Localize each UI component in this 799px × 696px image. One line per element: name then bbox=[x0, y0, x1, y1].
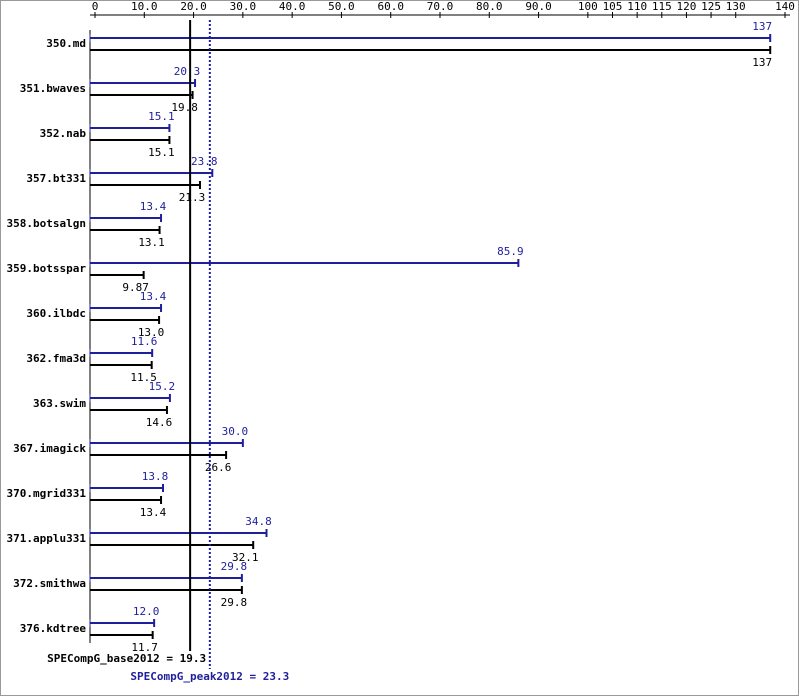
value-label: 32.1 bbox=[232, 551, 259, 564]
value-label: 137 bbox=[752, 20, 772, 33]
value-label: 23.8 bbox=[191, 155, 218, 168]
value-label: 20.3 bbox=[174, 65, 201, 78]
value-label: 13.1 bbox=[138, 236, 165, 249]
value-label: 9.87 bbox=[122, 281, 149, 294]
category-label: 370.mgrid331 bbox=[7, 487, 87, 500]
value-label: 15.2 bbox=[149, 380, 176, 393]
x-tick-label: 0 bbox=[92, 0, 99, 13]
category-label: 350.md bbox=[46, 37, 86, 50]
bar bbox=[90, 532, 267, 534]
x-tick-label: 100 bbox=[578, 0, 598, 13]
x-tick-label: 130 bbox=[726, 0, 746, 13]
value-label: 11.6 bbox=[131, 335, 158, 348]
bar bbox=[90, 352, 153, 354]
x-tick-label: 30.0 bbox=[230, 0, 257, 13]
reference-label: SPECompG_peak2012 = 23.3 bbox=[130, 670, 289, 683]
x-tick-label: 50.0 bbox=[328, 0, 355, 13]
bar bbox=[90, 229, 160, 231]
x-tick-label: 140 bbox=[775, 0, 795, 13]
bar bbox=[90, 217, 162, 219]
x-tick-label: 105 bbox=[603, 0, 623, 13]
category-label: 352.nab bbox=[40, 127, 87, 140]
bar bbox=[90, 307, 162, 309]
value-label: 26.6 bbox=[205, 461, 232, 474]
x-tick-label: 90.0 bbox=[525, 0, 552, 13]
x-tick-label: 60.0 bbox=[377, 0, 404, 13]
x-tick-label: 40.0 bbox=[279, 0, 306, 13]
value-label: 13.4 bbox=[140, 506, 167, 519]
value-label: 85.9 bbox=[497, 245, 524, 258]
value-label: 15.1 bbox=[148, 110, 175, 123]
bar bbox=[90, 274, 144, 276]
bar bbox=[90, 364, 152, 366]
bar bbox=[90, 262, 519, 264]
value-label: 14.6 bbox=[146, 416, 173, 429]
bar bbox=[90, 172, 213, 174]
bar bbox=[90, 49, 771, 51]
category-label: 367.imagick bbox=[13, 442, 86, 455]
value-label: 13.4 bbox=[140, 290, 167, 303]
bar bbox=[90, 319, 160, 321]
bar bbox=[90, 94, 193, 96]
value-label: 15.1 bbox=[148, 146, 175, 159]
x-tick-label: 120 bbox=[676, 0, 696, 13]
category-label: 357.bt331 bbox=[26, 172, 86, 185]
category-label: 371.applu331 bbox=[7, 532, 87, 545]
value-label: 30.0 bbox=[222, 425, 249, 438]
bar bbox=[90, 487, 164, 489]
x-tick-label: 125 bbox=[701, 0, 721, 13]
x-tick-label: 80.0 bbox=[476, 0, 503, 13]
value-label: 13.0 bbox=[138, 326, 165, 339]
category-label: 362.fma3d bbox=[26, 352, 86, 365]
bar bbox=[90, 184, 200, 186]
bar bbox=[90, 127, 170, 129]
x-tick-label: 110 bbox=[627, 0, 647, 13]
value-label: 34.8 bbox=[245, 515, 272, 528]
bar bbox=[90, 82, 196, 84]
value-label: 29.8 bbox=[221, 596, 248, 609]
category-label: 376.kdtree bbox=[20, 622, 87, 635]
bar bbox=[90, 397, 170, 399]
category-label: 360.ilbdc bbox=[26, 307, 86, 320]
value-label: 12.0 bbox=[133, 605, 160, 618]
x-tick-label: 115 bbox=[652, 0, 672, 13]
bar bbox=[90, 622, 155, 624]
category-label: 351.bwaves bbox=[20, 82, 86, 95]
value-label: 21.3 bbox=[179, 191, 206, 204]
value-label: 11.7 bbox=[131, 641, 158, 654]
value-label: 13.8 bbox=[142, 470, 169, 483]
x-tick-label: 70.0 bbox=[427, 0, 454, 13]
bar bbox=[90, 442, 243, 444]
value-label: 13.4 bbox=[140, 200, 167, 213]
category-label: 372.smithwa bbox=[13, 577, 86, 590]
bar bbox=[90, 634, 153, 636]
bar bbox=[90, 589, 242, 591]
value-label: 137 bbox=[752, 56, 772, 69]
x-tick-label: 10.0 bbox=[131, 0, 158, 13]
value-label: 29.8 bbox=[221, 560, 248, 573]
category-label: 363.swim bbox=[33, 397, 86, 410]
reference-label: SPECompG_base2012 = 19.3 bbox=[47, 652, 206, 665]
x-tick-label: 20.0 bbox=[180, 0, 207, 13]
bar bbox=[90, 577, 242, 579]
category-label: 358.botsalgn bbox=[7, 217, 86, 230]
value-label: 11.5 bbox=[130, 371, 157, 384]
bar bbox=[90, 37, 771, 39]
category-label: 359.botsspar bbox=[7, 262, 87, 275]
bar bbox=[90, 139, 170, 141]
value-label: 19.8 bbox=[171, 101, 198, 114]
bar bbox=[90, 454, 227, 456]
bar bbox=[90, 544, 254, 546]
bar bbox=[90, 499, 162, 501]
bar bbox=[90, 409, 167, 411]
